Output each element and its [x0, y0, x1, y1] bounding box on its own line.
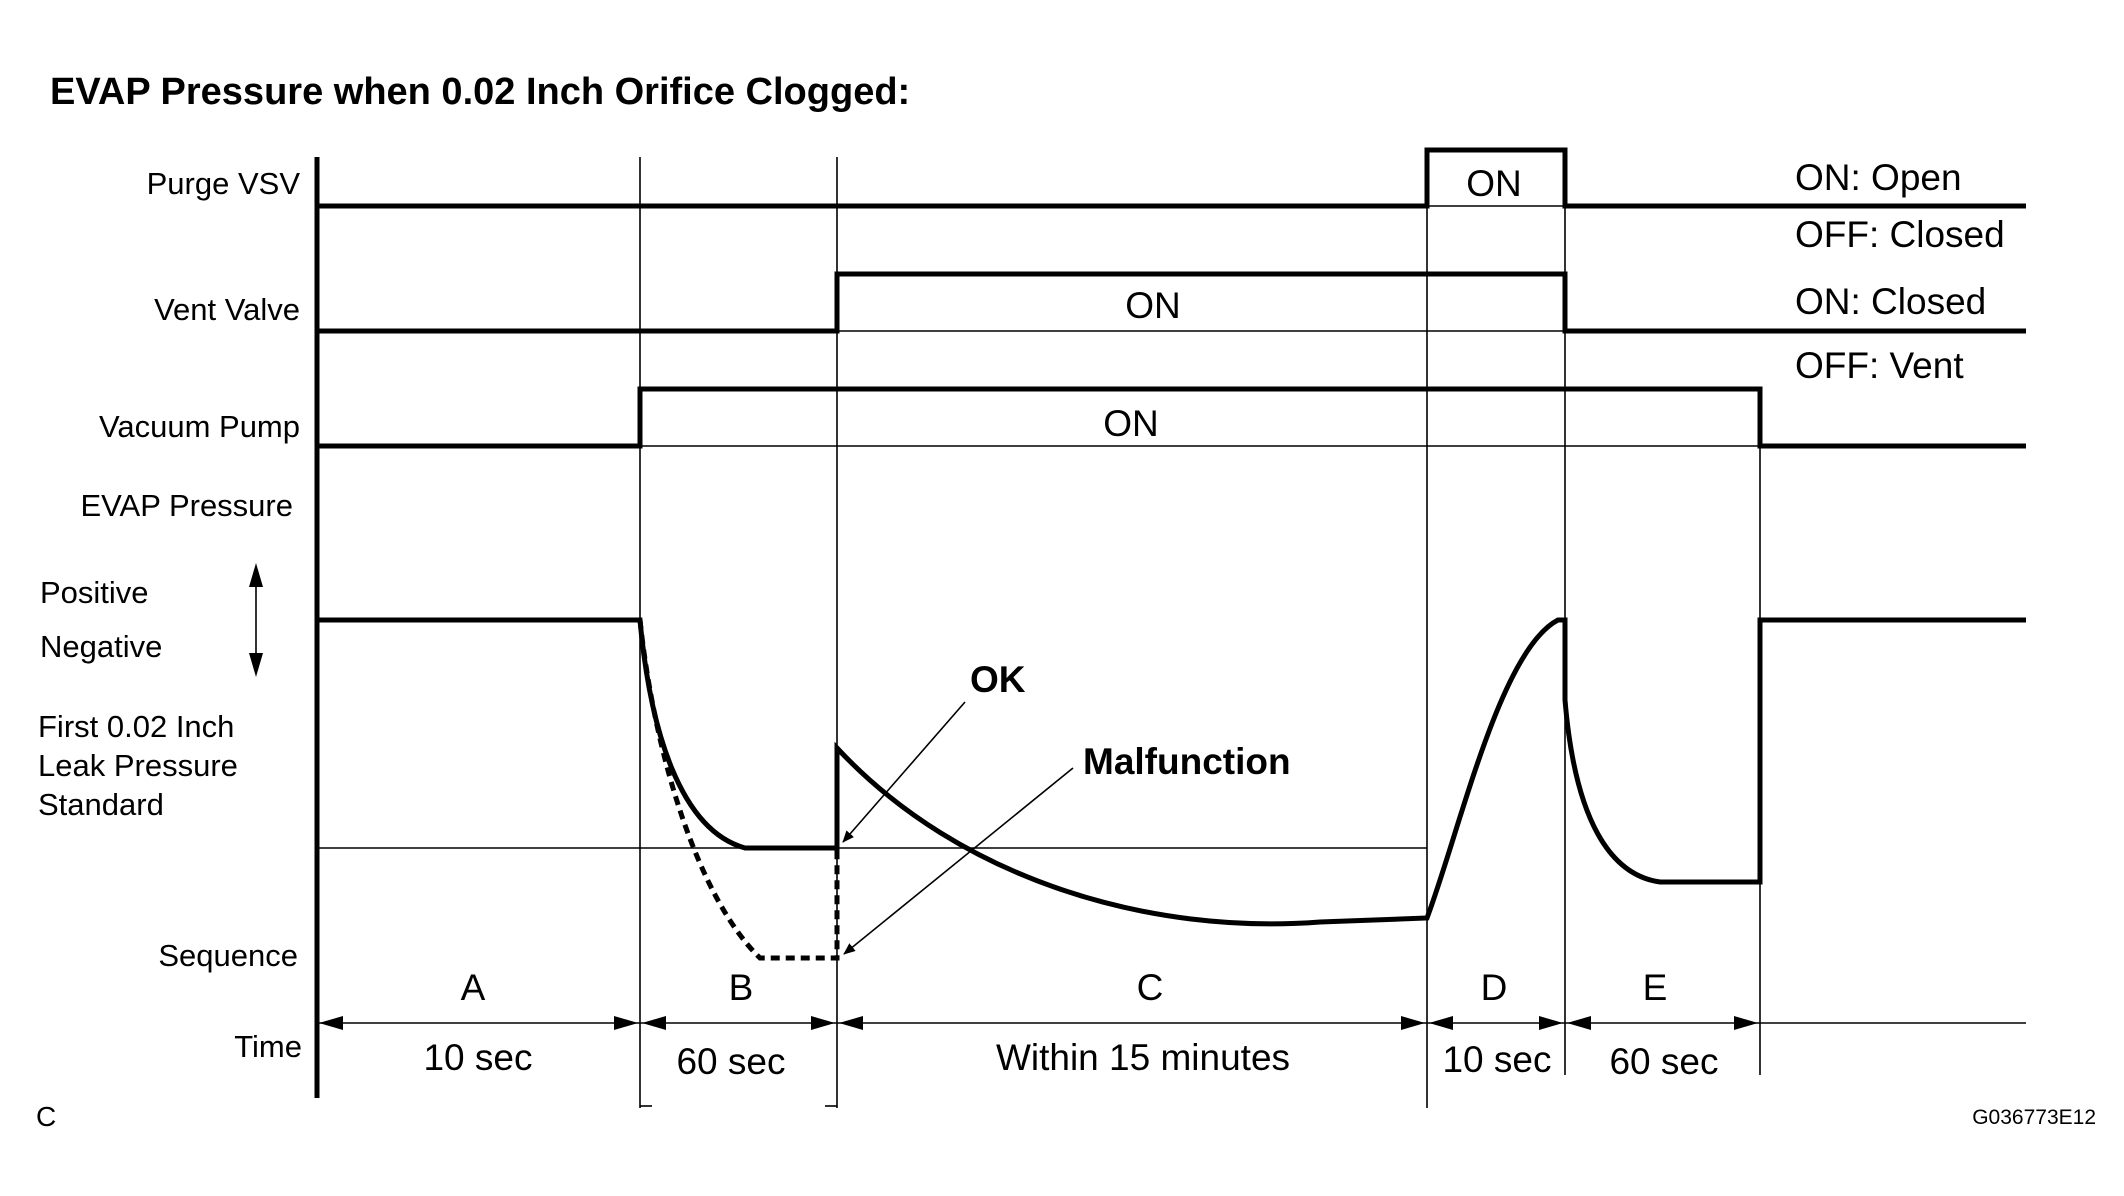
- label-standard-line1: First 0.02 Inch: [38, 709, 234, 744]
- label-sequence: Sequence: [158, 938, 298, 973]
- evap-pressure-trace: [317, 617, 2026, 927]
- evap-pressure-row: OK Malfunction: [317, 617, 2026, 961]
- ok-label: OK: [970, 659, 1026, 700]
- label-standard-line3: Standard: [38, 787, 164, 822]
- figure-id: G036773E12: [1972, 1106, 2096, 1129]
- ok-pointer-arrow: [842, 701, 966, 843]
- vent-valve-trace: [317, 271, 2026, 334]
- malfunction-curve: [637, 619, 840, 961]
- sequence-step-b: B: [729, 967, 754, 1008]
- label-vacuum-pump: Vacuum Pump: [99, 409, 300, 444]
- label-positive: Positive: [40, 575, 149, 610]
- label-time: Time: [234, 1029, 302, 1064]
- malfunction-label: Malfunction: [1083, 741, 1291, 782]
- purge-vsv-row: ON: [317, 147, 2026, 209]
- time-c: Within 15 minutes: [996, 1037, 1290, 1078]
- time-axis: [317, 1016, 2026, 1030]
- pump-on-label: ON: [1103, 403, 1159, 444]
- pos-neg-arrow-icon: [249, 563, 263, 677]
- sequence-step-e: E: [1643, 967, 1668, 1008]
- sequence-step-c: C: [1137, 967, 1164, 1008]
- sequence-step-d: D: [1481, 967, 1508, 1008]
- sequence-step-a: A: [461, 967, 486, 1008]
- vent-on-label: ON: [1125, 285, 1181, 326]
- legend-vent-off: OFF: Vent: [1795, 345, 1964, 386]
- label-negative: Negative: [40, 629, 162, 664]
- row-labels: Purge VSV Vent Valve Vacuum Pump EVAP Pr…: [38, 166, 302, 1064]
- label-purge-vsv: Purge VSV: [147, 166, 301, 201]
- vacuum-pump-row: ON: [317, 386, 2026, 449]
- legend-purge-off: OFF: Closed: [1795, 214, 2005, 255]
- label-evap-pressure: EVAP Pressure: [80, 488, 293, 523]
- phase-boundaries: [639, 150, 1761, 1108]
- corner-label: C: [36, 1101, 56, 1132]
- legend-purge-on: ON: Open: [1795, 157, 1962, 198]
- diagram-title: EVAP Pressure when 0.02 Inch Orifice Clo…: [50, 71, 910, 113]
- legend-vent-on: ON: Closed: [1795, 281, 1986, 322]
- purge-vsv-trace: [317, 147, 2026, 209]
- label-vent-valve: Vent Valve: [154, 292, 300, 327]
- malfunction-pointer-arrow: [843, 767, 1074, 955]
- time-e: 60 sec: [1609, 1041, 1718, 1082]
- sequence-steps: A B C D E: [461, 967, 1668, 1008]
- vacuum-pump-trace: [317, 386, 2026, 449]
- purge-on-label: ON: [1466, 163, 1522, 204]
- time-b: 60 sec: [676, 1041, 785, 1082]
- vent-valve-row: ON: [317, 271, 2026, 334]
- state-legend: ON: Open OFF: Closed ON: Closed OFF: Ven…: [1795, 157, 2005, 386]
- time-a: 10 sec: [423, 1037, 532, 1078]
- time-d: 10 sec: [1442, 1039, 1551, 1080]
- time-durations: 10 sec 60 sec Within 15 minutes 10 sec 6…: [423, 1037, 1718, 1082]
- label-standard-line2: Leak Pressure: [38, 748, 238, 783]
